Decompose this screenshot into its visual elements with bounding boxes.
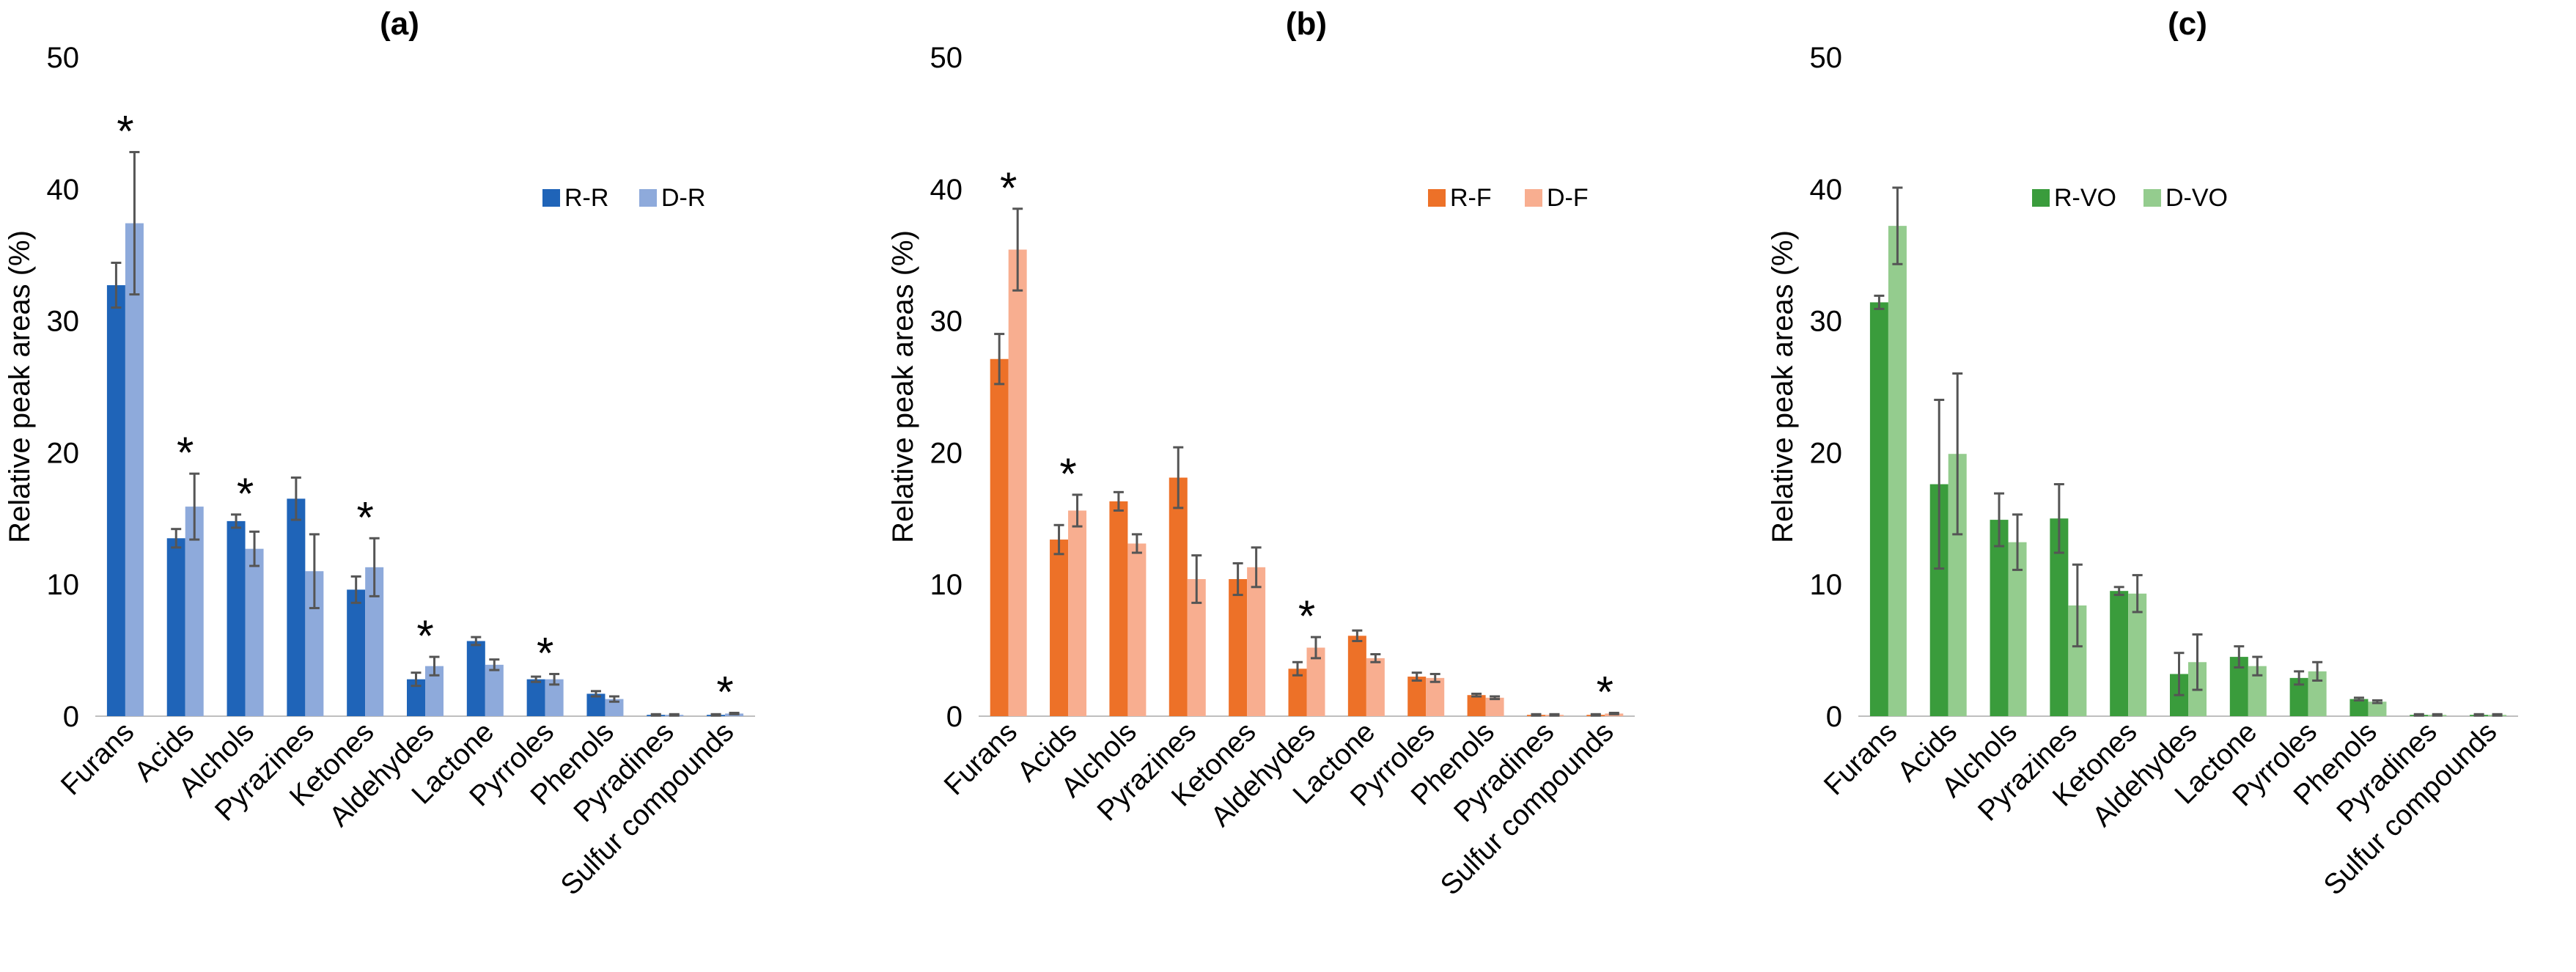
legend-label: D-VO — [2165, 184, 2228, 212]
y-tick-label: 40 — [930, 174, 963, 206]
y-tick-label: 0 — [63, 701, 79, 733]
bar-D-R-acids — [185, 507, 204, 716]
y-tick-label: 40 — [47, 174, 80, 206]
legend-swatch — [639, 189, 657, 207]
bar-R-F-furans — [990, 358, 1009, 716]
bar-R-R-pyrazines — [287, 498, 306, 716]
bar-D-F-phenols — [1485, 697, 1504, 716]
bar-R-VO-phenols — [2349, 699, 2369, 716]
legend-label: R-VO — [2054, 184, 2116, 212]
significance-marker: * — [1597, 668, 1613, 717]
bar-R-VO-ketones — [2110, 591, 2129, 716]
legend-swatch — [2143, 189, 2161, 207]
legend-label: D-F — [1547, 184, 1589, 212]
bar-D-F-lactone — [1366, 658, 1385, 716]
legend-label: R-R — [564, 184, 608, 212]
y-tick-label: 20 — [1810, 437, 1843, 469]
bar-D-R-phenols — [605, 699, 624, 716]
bar-R-F-pyrazines — [1169, 477, 1188, 716]
chart-panel-3: (c)Relative peak areas (%)01020304050Fur… — [1767, 6, 2518, 902]
significance-marker: * — [716, 668, 733, 717]
significance-marker: * — [117, 106, 133, 155]
bar-R-R-ketones — [347, 589, 366, 716]
chart-panel-2: (b) Relative peak areas (%) 0 10 20 30 40 50 * * *… — [887, 6, 1635, 902]
y-tick-label: 30 — [47, 306, 80, 338]
chart-title: (a) — [380, 6, 419, 42]
bar-R-F-lactone — [1347, 636, 1366, 716]
significance-marker: * — [1059, 449, 1076, 498]
bar-R-VO-furans — [1869, 302, 1888, 717]
legend-label: D-R — [661, 184, 705, 212]
y-tick-label: 0 — [1826, 701, 1842, 733]
chart-panel-1: (a) Relative peak areas (%) 0 10 20 30 40 50 * * *… — [4, 6, 755, 902]
bar-R-R-acids — [166, 538, 185, 716]
chart-title: (c) — [2168, 6, 2207, 42]
chart-title: (b) — [1286, 6, 1327, 42]
significance-marker: * — [537, 628, 553, 677]
significance-marker: * — [1000, 163, 1017, 213]
bar-D-VO-phenols — [2368, 702, 2387, 716]
significance-marker: * — [357, 493, 374, 542]
bar-D-VO-ketones — [2128, 593, 2147, 716]
y-tick-label: 10 — [1810, 569, 1843, 601]
y-axis-label: Relative peak areas (%) — [887, 230, 919, 543]
y-tick-label: 40 — [1810, 174, 1843, 206]
bar-D-R-furans — [125, 223, 144, 717]
bar-R-R-alchols — [227, 520, 246, 716]
bar-D-F-alchols — [1127, 543, 1147, 716]
significance-marker: * — [177, 428, 194, 477]
bar-R-F-ketones — [1229, 579, 1248, 716]
bar-R-R-lactone — [466, 641, 485, 716]
y-tick-label: 20 — [930, 437, 963, 469]
bar-D-F-ketones — [1247, 567, 1266, 716]
bar-D-VO-furans — [1888, 226, 1907, 716]
y-axis-label: Relative peak areas (%) — [4, 230, 36, 543]
y-tick-label: 20 — [47, 437, 80, 469]
y-tick-label: 50 — [930, 42, 963, 74]
legend-swatch — [1428, 189, 1446, 207]
bar-D-F-acids — [1068, 510, 1087, 716]
legend-swatch — [1525, 189, 1542, 207]
significance-marker: * — [416, 611, 433, 660]
legend-label: R-F — [1450, 184, 1492, 212]
y-tick-label: 0 — [946, 701, 963, 733]
bar-R-F-alchols — [1109, 501, 1128, 716]
bar-R-F-aldehydes — [1288, 669, 1307, 716]
bar-D-R-alchols — [245, 548, 264, 716]
y-tick-label: 50 — [1810, 42, 1843, 74]
bar-R-F-pyrroles — [1407, 677, 1427, 716]
significance-marker: * — [1298, 592, 1315, 641]
legend-swatch — [542, 189, 560, 207]
legend-swatch — [2032, 189, 2050, 207]
y-axis-label: Relative peak areas (%) — [1767, 230, 1799, 543]
bar-D-F-pyrroles — [1426, 677, 1445, 716]
bar-D-F-furans — [1008, 249, 1027, 716]
bar-R-F-phenols — [1467, 695, 1486, 716]
bar-D-R-lactone — [485, 664, 504, 716]
bar-R-R-furans — [106, 285, 125, 717]
bar-R-VO-alchols — [1990, 520, 2009, 716]
y-tick-label: 10 — [47, 569, 80, 601]
y-tick-label: 50 — [47, 42, 80, 74]
bar-D-VO-alchols — [2008, 542, 2027, 716]
significance-marker: * — [237, 469, 254, 518]
bar-R-F-acids — [1050, 540, 1069, 716]
y-tick-label: 30 — [930, 306, 963, 338]
y-tick-label: 30 — [1810, 306, 1843, 338]
y-tick-label: 10 — [930, 569, 963, 601]
bar-R-R-pyrroles — [526, 679, 545, 716]
